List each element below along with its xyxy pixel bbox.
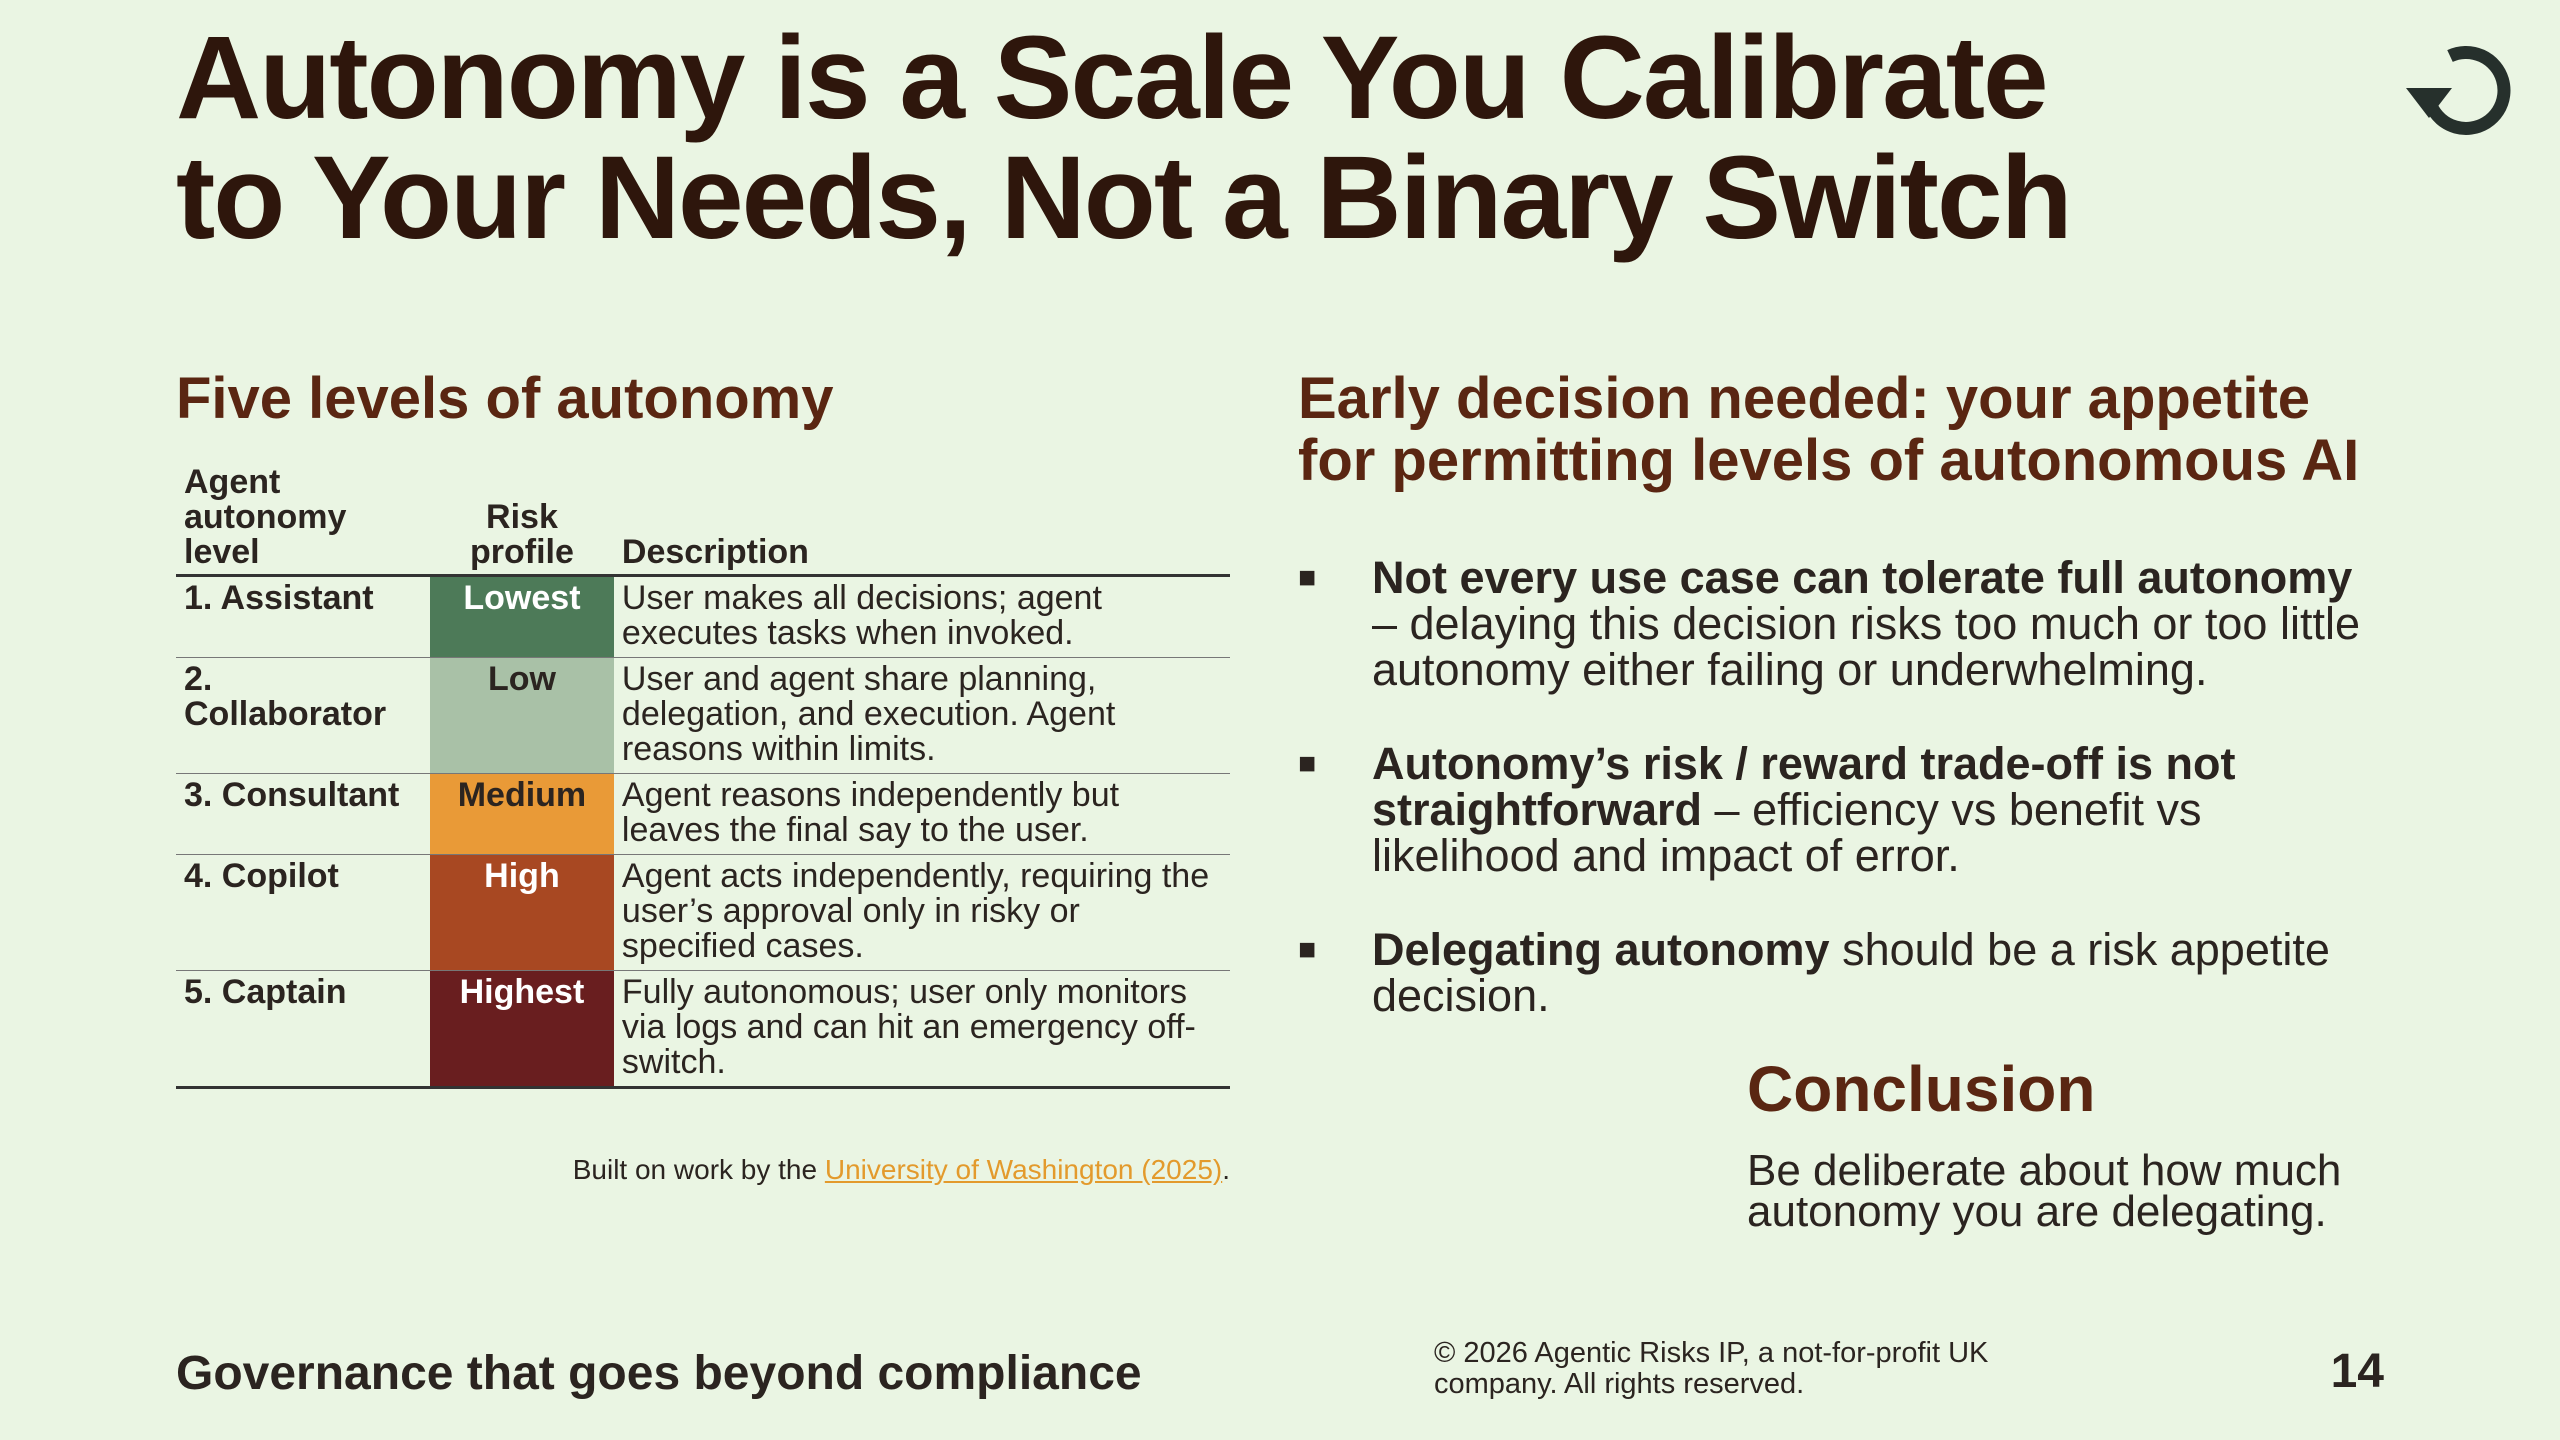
- risk-cell: High: [430, 854, 614, 971]
- bullet-text: Not every use case can tolerate full aut…: [1372, 555, 2388, 693]
- heading-line: for permitting levels of autonomous AI: [1298, 428, 2360, 493]
- level-cell: 5. Captain: [176, 970, 430, 1089]
- level-cell: 1. Assistant: [176, 575, 430, 658]
- table-row: 4. Copilot High Agent acts independently, …: [176, 854, 1230, 971]
- table-row: 1. Assistant Lowest User makes all decisio…: [176, 575, 1230, 658]
- bullet: ■ Not every use case can tolerate full au…: [1298, 555, 2388, 693]
- description-cell: Fully autonomous; user only monitors via…: [613, 970, 1230, 1089]
- refresh-arrow: [2406, 88, 2452, 118]
- table-row: 5. Captain Highest Fully autonomous; user …: [176, 970, 1230, 1089]
- level-cell: 3. Consultant: [176, 773, 430, 855]
- footer-tagline: Governance that goes beyond compliance: [176, 1347, 1142, 1400]
- bullet-marker: ■: [1298, 561, 1317, 594]
- conclusion-text: Be deliberate about how much autonomy yo…: [1747, 1146, 2342, 1236]
- footnote-link[interactable]: University of Washington (2025): [824, 1154, 1223, 1185]
- refresh-arc: [2421, 45, 2511, 135]
- description-cell: User makes all decisions; agent executes…: [613, 575, 1230, 658]
- bullet-marker: ■: [1298, 933, 1317, 966]
- footnote-text: Built on work by the: [572, 1154, 818, 1185]
- section-heading: Five levels of autonomy: [176, 366, 834, 431]
- bullet-rest: – efficiency vs benefit vs likelihood an…: [1372, 784, 2202, 881]
- page-number: 14: [2330, 1345, 2384, 1398]
- bullet: ■ Delegating autonomy should be a risk ap…: [1298, 927, 2388, 1019]
- bullet-bold: Not every use case can tolerate full aut…: [1372, 552, 2353, 603]
- autonomy-table: Agent autonomy level Risk profile Descri…: [176, 465, 1230, 1089]
- title-line: Autonomy is a Scale You Calibrate: [176, 12, 2049, 144]
- risk-cell: Low: [430, 657, 614, 774]
- bullet-text: Delegating autonomy should be a risk app…: [1372, 927, 2388, 1019]
- description-cell: Agent acts independently, requiring the …: [613, 854, 1230, 971]
- level-cell: 2. Collaborator: [176, 657, 430, 774]
- copyright: © 2026 Agentic Risks IP, a not-for-profi…: [1434, 1337, 1989, 1400]
- footnote-text: .: [1222, 1154, 1230, 1185]
- title-line: to Your Needs, Not a Binary Switch: [176, 132, 2073, 264]
- footnote: Built on work by the University of Washi…: [176, 1154, 1230, 1186]
- column-header: Agent autonomy level: [176, 465, 430, 577]
- title: Autonomy is a Scale You Calibrate to You…: [176, 12, 2073, 264]
- bullet-text: Autonomy’s risk / reward trade-off is no…: [1372, 741, 2388, 879]
- table-row: 2. Collaborator Low User and agent share p…: [176, 657, 1230, 774]
- level-cell: 4. Copilot: [176, 854, 430, 971]
- bullet-marker: ■: [1298, 747, 1317, 780]
- risk-cell: Highest: [430, 970, 614, 1089]
- bullet-bold: Delegating autonomy: [1372, 924, 1830, 975]
- bullet-bold: Autonomy’s risk / reward trade-off is no…: [1372, 738, 2236, 835]
- table-row: 3. Consultant Medium Agent reasons indepen…: [176, 773, 1230, 855]
- column-header: Risk profile: [430, 465, 614, 577]
- bullet: ■ Autonomy’s risk / reward trade-off is n…: [1298, 741, 2388, 879]
- heading-line: Early decision needed: your appetite: [1298, 366, 2311, 431]
- column-header: Description: [613, 465, 1230, 577]
- section-heading: Early decision needed: your appetite for…: [1298, 368, 2359, 492]
- refresh-icon[interactable]: [2400, 30, 2530, 150]
- bullet-rest: should be a risk appetite decision.: [1372, 924, 2330, 1021]
- conclusion-heading: Conclusion: [1747, 1053, 2096, 1125]
- description-cell: Agent reasons independently but leaves t…: [613, 773, 1230, 855]
- risk-cell: Medium: [430, 773, 614, 855]
- bullet-rest: – delaying this decision risks too much …: [1372, 598, 2360, 695]
- risk-cell: Lowest: [430, 575, 614, 658]
- description-cell: User and agent share planning, delegatio…: [613, 657, 1230, 774]
